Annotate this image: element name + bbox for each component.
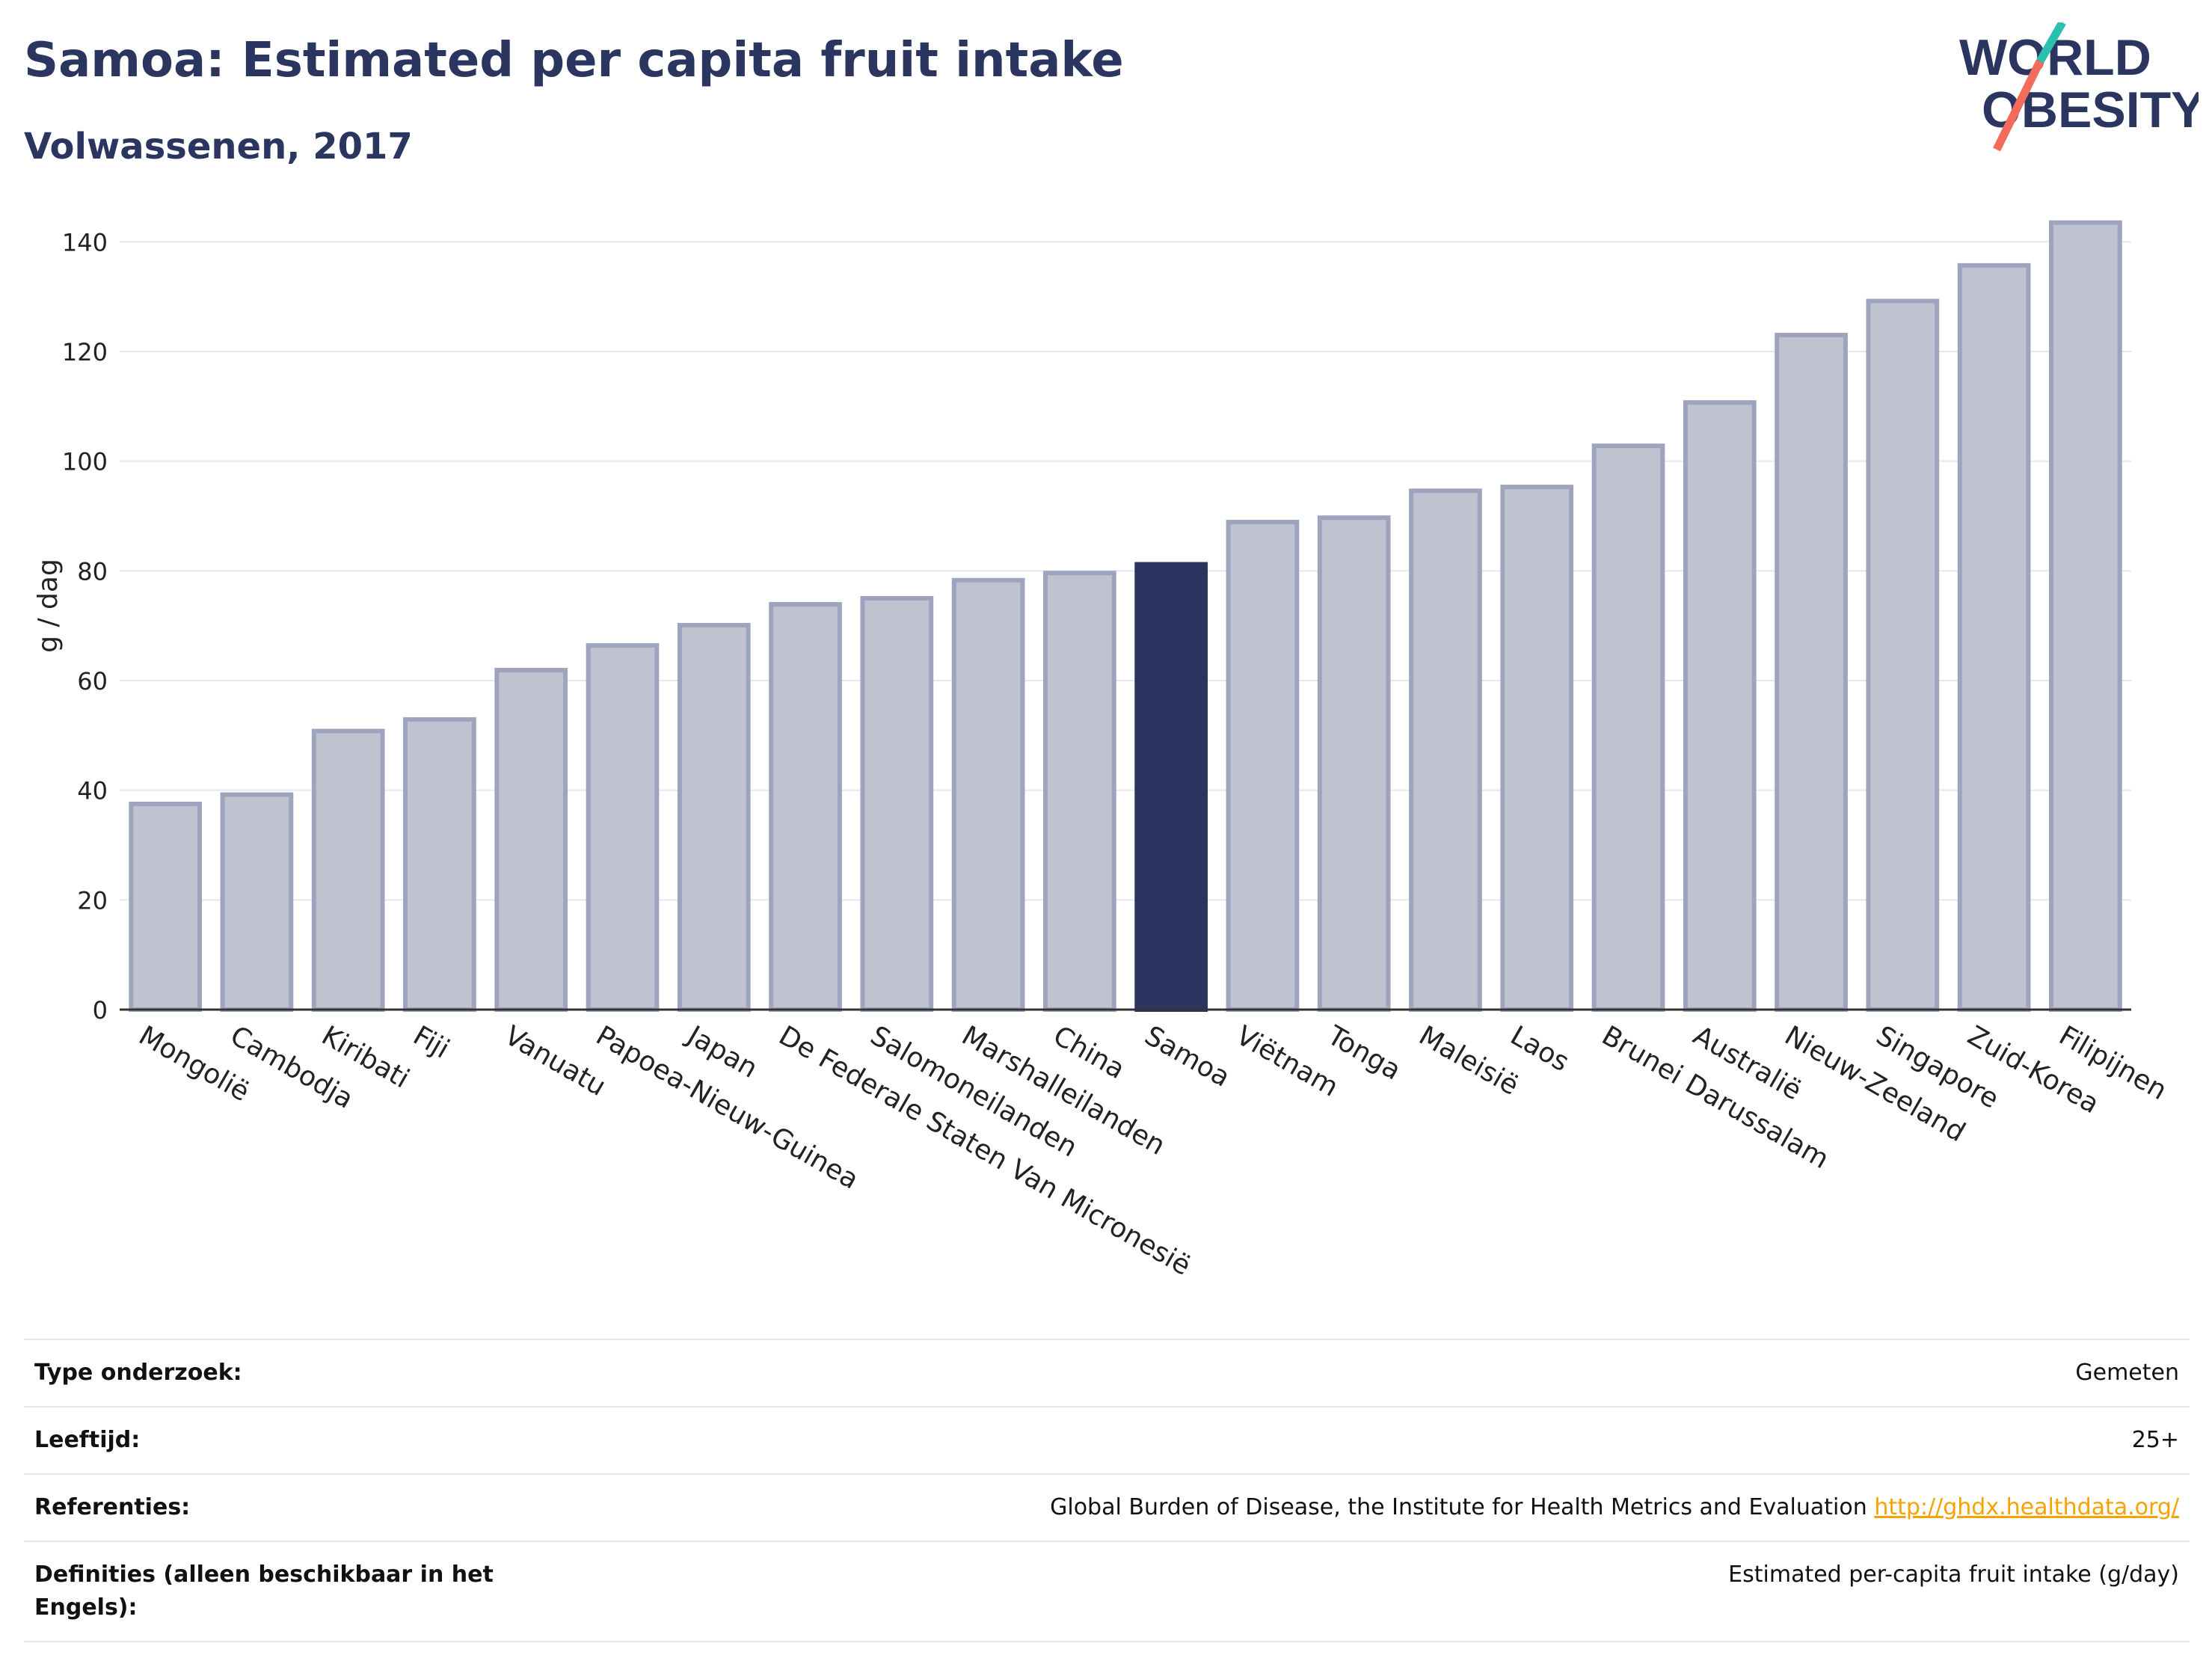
bar xyxy=(1683,400,1757,1012)
bar xyxy=(677,622,751,1012)
info-label: Definities (alleen beschikbaar in het En… xyxy=(24,1541,523,1642)
y-tick-label: 120 xyxy=(62,338,108,366)
x-tick-label: Vanuatu xyxy=(500,1020,611,1102)
bar xyxy=(403,717,476,1012)
bars xyxy=(129,220,2122,1013)
bar xyxy=(311,728,385,1012)
bar xyxy=(2049,220,2122,1013)
x-tick-label: Fiji xyxy=(408,1020,454,1065)
bar xyxy=(1500,485,1574,1012)
bar xyxy=(951,577,1025,1012)
world-obesity-logo: WORLD OBESITY xyxy=(1959,22,2199,152)
bar xyxy=(1134,562,1208,1012)
y-tick-label: 40 xyxy=(77,777,108,805)
logo-slash-top xyxy=(2036,22,2066,64)
y-axis-label: g / dag xyxy=(33,559,64,653)
bar xyxy=(220,792,294,1012)
info-row-references: Referenties: Global Burden of Disease, t… xyxy=(24,1473,2190,1541)
reference-text: Global Burden of Disease, the Institute … xyxy=(1050,1494,1867,1520)
y-tick-labels: 0 20 40 60 80 100 120 140 xyxy=(62,228,108,1025)
info-value: Estimated per-capita fruit intake (g/day… xyxy=(523,1541,2190,1642)
y-tick-label: 20 xyxy=(77,886,108,915)
x-tick-label: Laos xyxy=(1505,1020,1574,1078)
info-row-type: Type onderzoek: Gemeten xyxy=(24,1339,2190,1407)
y-tick-label: 140 xyxy=(62,228,108,257)
info-label: Type onderzoek: xyxy=(24,1339,523,1407)
bar xyxy=(1957,262,2031,1013)
bar xyxy=(1409,488,1482,1012)
bar xyxy=(129,802,202,1012)
y-tick-label: 100 xyxy=(62,448,108,476)
bar xyxy=(1043,571,1116,1012)
bar xyxy=(860,596,934,1012)
y-tick-label: 0 xyxy=(93,996,108,1025)
bar xyxy=(1775,333,1848,1012)
reference-link[interactable]: http://ghdx.healthdata.org/ xyxy=(1874,1494,2179,1520)
y-tick-label: 80 xyxy=(77,557,108,586)
bar xyxy=(1317,515,1391,1012)
info-row-age: Leeftijd: 25+ xyxy=(24,1406,2190,1474)
bar xyxy=(586,643,660,1012)
info-value: Gemeten xyxy=(523,1339,2190,1407)
info-value: 25+ xyxy=(523,1406,2190,1474)
page-subtitle: Volwassenen, 2017 xyxy=(24,126,413,168)
logo-slash-bottom xyxy=(1993,59,2044,152)
x-tick-label: Maleisië xyxy=(1413,1020,1523,1102)
bar xyxy=(1226,520,1300,1012)
bar xyxy=(1866,298,1940,1012)
info-value: Global Burden of Disease, the Institute … xyxy=(523,1473,2190,1541)
y-tick-label: 60 xyxy=(77,667,108,696)
info-label: Referenties: xyxy=(24,1473,523,1541)
info-label: Leeftijd: xyxy=(24,1406,523,1474)
bar xyxy=(769,602,842,1012)
x-tick-label: Viëtnam xyxy=(1231,1020,1343,1103)
page-title: Samoa: Estimated per capita fruit intake xyxy=(24,33,1124,88)
x-tick-label: Samoa xyxy=(1140,1020,1235,1093)
bar xyxy=(494,668,568,1012)
info-table: Type onderzoek: Gemeten Leeftijd: 25+ Re… xyxy=(24,1339,2190,1642)
bar xyxy=(1591,443,1665,1012)
info-row-definitions: Definities (alleen beschikbaar in het En… xyxy=(24,1541,2190,1642)
